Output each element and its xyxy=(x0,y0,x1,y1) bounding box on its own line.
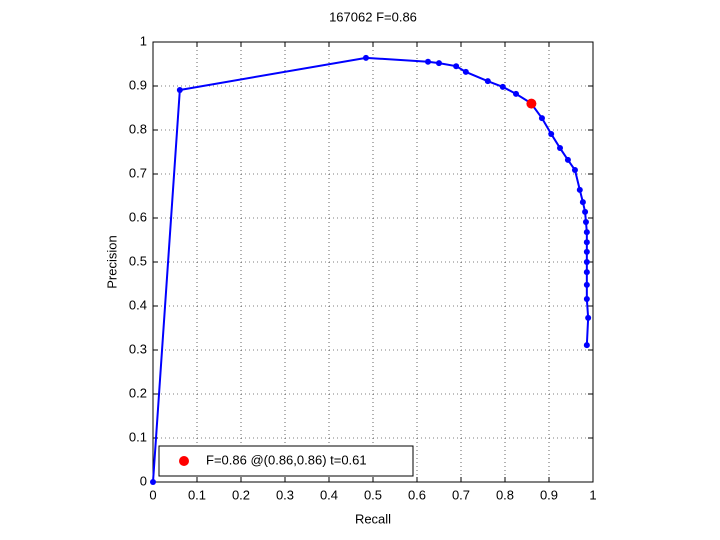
data-point xyxy=(582,218,589,225)
y-tick-label: 0.5 xyxy=(129,253,147,268)
x-tick-label: 0.5 xyxy=(364,487,382,502)
data-point xyxy=(583,239,590,246)
data-point xyxy=(548,130,555,137)
data-point xyxy=(571,167,578,174)
x-tick-label: 1 xyxy=(589,487,596,502)
data-point xyxy=(557,145,563,152)
data-point xyxy=(484,78,491,85)
data-point xyxy=(436,60,442,67)
data-point xyxy=(583,248,590,255)
y-tick-label: 0.8 xyxy=(129,121,147,136)
data-point xyxy=(585,314,592,321)
x-tick-label: 0.8 xyxy=(496,487,514,502)
x-tick-label: 0 xyxy=(149,487,156,502)
data-point xyxy=(425,58,431,65)
x-tick-label: 0.6 xyxy=(408,487,426,502)
y-tick-label: 1 xyxy=(140,33,147,48)
y-tick-label: 0.9 xyxy=(129,77,147,92)
data-point xyxy=(176,86,183,93)
y-tick-label: 0.6 xyxy=(129,209,147,224)
data-point xyxy=(453,63,460,70)
legend-label: F=0.86 @(0.86,0.86) t=0.61 xyxy=(206,452,367,467)
y-tick-label: 0 xyxy=(140,473,147,488)
data-point xyxy=(582,208,589,215)
x-tick-label: 0.9 xyxy=(540,487,558,502)
y-tick-label: 0.4 xyxy=(129,297,147,312)
x-tick-label: 0.7 xyxy=(452,487,470,502)
data-point xyxy=(362,54,369,61)
x-tick-label: 0.4 xyxy=(320,487,338,502)
data-point xyxy=(576,186,583,193)
data-point xyxy=(583,259,590,265)
y-tick-label: 0.3 xyxy=(129,341,147,356)
y-tick-label: 0.1 xyxy=(129,429,147,444)
data-point xyxy=(564,156,571,163)
data-point xyxy=(150,479,156,485)
y-axis-label: Precision xyxy=(104,235,119,288)
data-point xyxy=(583,229,590,236)
data-point xyxy=(526,98,537,109)
data-point xyxy=(583,342,590,349)
data-point xyxy=(513,90,519,97)
chart-title: 167062 F=0.86 xyxy=(329,9,417,24)
data-point xyxy=(499,83,506,90)
legend-marker xyxy=(179,456,189,466)
plot-frame xyxy=(152,41,594,483)
x-axis-label: Recall xyxy=(355,511,391,526)
data-point xyxy=(583,269,590,276)
data-point xyxy=(583,295,590,302)
data-point xyxy=(583,281,590,288)
y-tick-label: 0.7 xyxy=(129,165,147,180)
data-point xyxy=(462,68,469,75)
legend-box xyxy=(158,445,414,477)
x-tick-label: 0.3 xyxy=(276,487,294,502)
y-tick-label: 0.2 xyxy=(129,385,147,400)
x-tick-label: 0.2 xyxy=(232,487,250,502)
x-tick-label: 0.1 xyxy=(188,487,206,502)
data-point xyxy=(538,115,545,122)
data-point xyxy=(579,199,586,206)
